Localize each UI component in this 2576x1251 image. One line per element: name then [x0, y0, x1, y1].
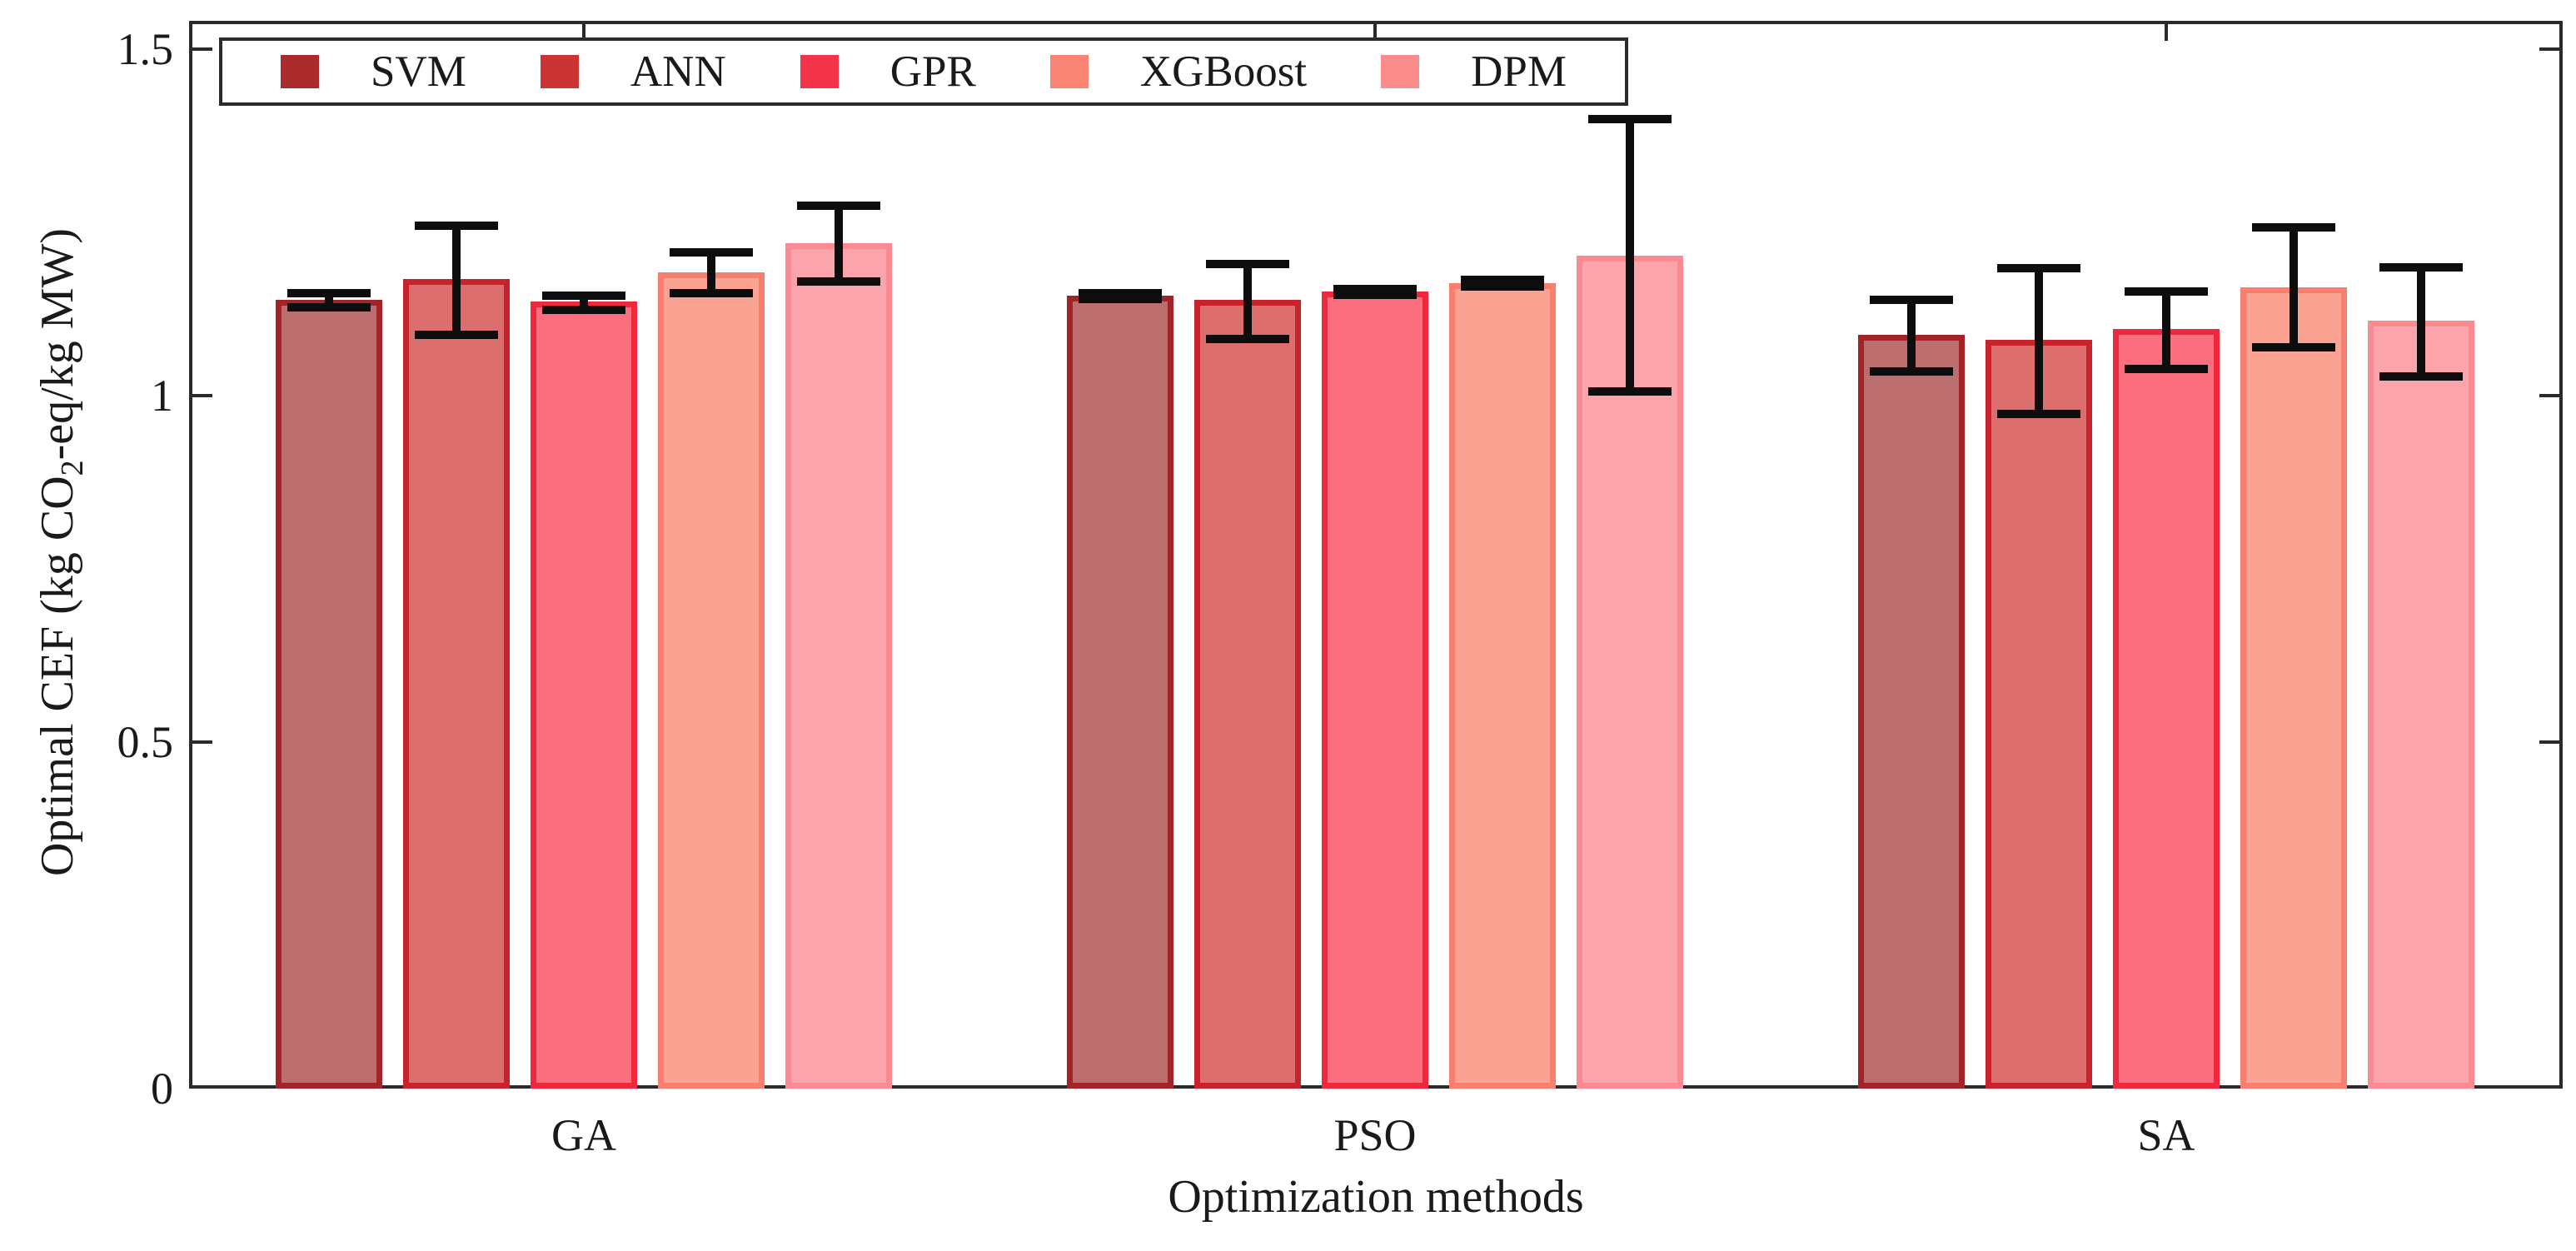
errorbar-cap-bottom-ANN-GA — [415, 330, 498, 339]
legend-swatch-SVM — [281, 55, 319, 88]
errorbar-cap-top-GPR-SA — [2125, 287, 2208, 297]
errorbar-whisker-ANN-SA — [2035, 267, 2043, 414]
bar-DPM-GA — [785, 242, 892, 1089]
bar-ANN-PSO — [1194, 300, 1301, 1089]
errorbar-cap-bottom-DPM-PSO — [1588, 387, 1672, 396]
bar-GPR-PSO — [1322, 292, 1428, 1089]
x-tick-label-PSO: PSO — [1333, 1110, 1417, 1160]
y-axis-label-subscript: 2 — [55, 460, 91, 476]
errorbar-cap-bottom-SVM-GA — [287, 303, 371, 312]
errorbar-cap-bottom-GPR-GA — [542, 305, 625, 314]
errorbar-cap-top-SVM-PSO — [1079, 288, 1162, 297]
legend-swatch-GPR — [800, 55, 839, 88]
legend-swatch-XGBoost — [1049, 55, 1089, 88]
bar-SVM-SA — [1858, 334, 1965, 1089]
errorbar-cap-bottom-DPM-SA — [2379, 371, 2463, 381]
legend-label-SVM: SVM — [371, 47, 466, 96]
errorbar-whisker-DPM-PSO — [1626, 119, 1634, 391]
y-tick-mark-left — [189, 47, 212, 51]
errorbar-whisker-ANN-GA — [452, 226, 461, 335]
errorbar-cap-bottom-SVM-SA — [1870, 366, 1953, 376]
legend-item-SVM: SVM — [281, 47, 466, 97]
legend: SVM ANN GPR XGBoost DPM — [219, 37, 1628, 106]
x-tick-mark-top — [1373, 21, 1377, 41]
bar-XGBoost-GA — [658, 272, 765, 1089]
x-tick-mark-top — [2165, 21, 2168, 41]
legend-item-GPR: GPR — [800, 47, 976, 97]
x-axis-label: Optimization methods — [1168, 1171, 1584, 1223]
y-tick-mark-right — [2539, 394, 2563, 397]
errorbar-whisker-ANN-PSO — [1243, 263, 1252, 339]
y-tick-mark-left — [189, 740, 212, 744]
y-tick-label-0.5: 0.5 — [117, 717, 174, 767]
bar-SVM-PSO — [1067, 296, 1173, 1089]
errorbar-whisker-DPM-SA — [2417, 267, 2425, 376]
errorbar-whisker-DPM-GA — [835, 206, 843, 282]
legend-label-GPR: GPR — [889, 47, 976, 96]
errorbar-whisker-SVM-GA — [325, 292, 333, 308]
y-tick-mark-right — [2539, 47, 2563, 51]
bar-GPR-GA — [531, 301, 637, 1089]
errorbar-cap-top-ANN-SA — [1997, 263, 2080, 272]
y-tick-label-1.5: 1.5 — [117, 24, 174, 74]
errorbar-cap-bottom-XGBoost-SA — [2252, 342, 2335, 351]
errorbar-whisker-XGBoost-SA — [2290, 227, 2298, 347]
errorbar-cap-bottom-DPM-GA — [797, 277, 880, 286]
errorbar-cap-top-XGBoost-GA — [670, 247, 753, 257]
errorbar-whisker-GPR-GA — [580, 296, 588, 310]
errorbar-cap-top-DPM-PSO — [1588, 115, 1672, 124]
bar-XGBoost-PSO — [1449, 283, 1556, 1089]
errorbar-whisker-GPR-SA — [2162, 292, 2170, 370]
errorbar-cap-bottom-XGBoost-GA — [670, 288, 753, 297]
errorbar-cap-bottom-GPR-PSO — [1333, 290, 1417, 299]
y-tick-label-1: 1 — [151, 371, 173, 421]
bar-ANN-GA — [403, 279, 510, 1089]
legend-label-ANN: ANN — [630, 47, 726, 96]
errorbar-cap-top-ANN-GA — [415, 222, 498, 231]
errorbar-cap-top-SVM-SA — [1870, 296, 1953, 305]
errorbar-cap-bottom-XGBoost-PSO — [1461, 282, 1544, 292]
bar-GPR-SA — [2113, 329, 2220, 1089]
errorbar-cap-top-SVM-GA — [287, 288, 371, 297]
errorbar-cap-top-XGBoost-SA — [2252, 222, 2335, 232]
legend-swatch-ANN — [540, 55, 579, 88]
x-tick-mark-top — [582, 21, 585, 41]
y-axis-label-unit: -eq/kg MW) — [32, 227, 83, 461]
errorbar-whisker-SVM-SA — [1907, 300, 1916, 371]
bar-XGBoost-SA — [2240, 287, 2347, 1089]
errorbar-cap-bottom-ANN-PSO — [1206, 334, 1289, 343]
y-tick-mark-right — [2539, 740, 2563, 744]
errorbar-cap-bottom-ANN-SA — [1997, 409, 2080, 418]
bar-SVM-GA — [276, 300, 382, 1089]
legend-label-DPM: DPM — [1471, 47, 1567, 96]
errorbar-cap-top-DPM-GA — [797, 202, 880, 211]
y-tick-mark-left — [189, 394, 212, 397]
bar-DPM-SA — [2368, 321, 2474, 1089]
y-axis-label: Optimal CEF (kg CO2-eq/kg MW) — [31, 11, 91, 1094]
legend-item-DPM: DPM — [1381, 47, 1567, 97]
y-tick-label-0: 0 — [151, 1064, 173, 1114]
legend-item-XGBoost: XGBoost — [1049, 47, 1308, 97]
x-tick-label-SA: SA — [2137, 1110, 2195, 1160]
errorbar-whisker-XGBoost-GA — [707, 252, 715, 293]
errorbar-cap-top-GPR-PSO — [1333, 284, 1417, 293]
x-tick-label-GA: GA — [551, 1110, 616, 1160]
legend-swatch-DPM — [1381, 55, 1420, 88]
bar-ANN-SA — [1986, 339, 2092, 1089]
errorbar-cap-bottom-GPR-SA — [2125, 365, 2208, 374]
errorbar-cap-bottom-SVM-PSO — [1079, 294, 1162, 303]
legend-label-XGBoost: XGBoost — [1139, 47, 1308, 96]
errorbar-cap-top-XGBoost-PSO — [1461, 276, 1544, 285]
y-axis-label-text: Optimal CEF (kg CO — [32, 476, 83, 877]
errorbar-cap-top-GPR-GA — [542, 292, 625, 301]
errorbar-cap-top-ANN-PSO — [1206, 259, 1289, 268]
legend-item-ANN: ANN — [540, 47, 726, 97]
errorbar-cap-top-DPM-SA — [2379, 263, 2463, 272]
